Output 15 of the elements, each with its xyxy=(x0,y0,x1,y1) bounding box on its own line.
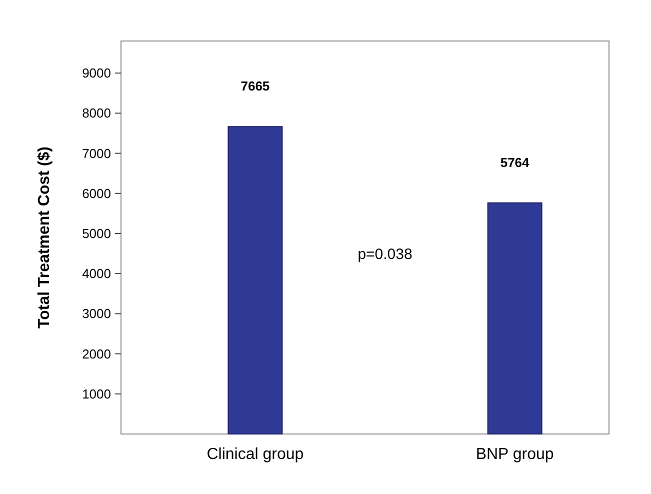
y-tick-label: 4000 xyxy=(82,266,111,282)
annotation: p=0.038 xyxy=(358,246,412,263)
y-tick-label: 7000 xyxy=(82,146,111,161)
data-label: 5764 xyxy=(500,154,530,170)
y-tick-label: 1000 xyxy=(82,386,111,402)
y-tick-label: 3000 xyxy=(82,306,111,322)
y-tick-label: 8000 xyxy=(82,106,111,121)
y-tick-label: 9000 xyxy=(82,66,111,81)
y-tick-label: 5000 xyxy=(82,226,111,242)
y-tick-label: 6000 xyxy=(82,186,111,201)
y-tick-label: 2000 xyxy=(82,346,111,362)
y-axis-title: Total Treatment Cost ($) xyxy=(36,146,53,328)
data-label: 7665 xyxy=(240,78,270,94)
x-tick-label: BNP group xyxy=(476,446,554,463)
x-tick-label: Clinical group xyxy=(206,446,304,463)
